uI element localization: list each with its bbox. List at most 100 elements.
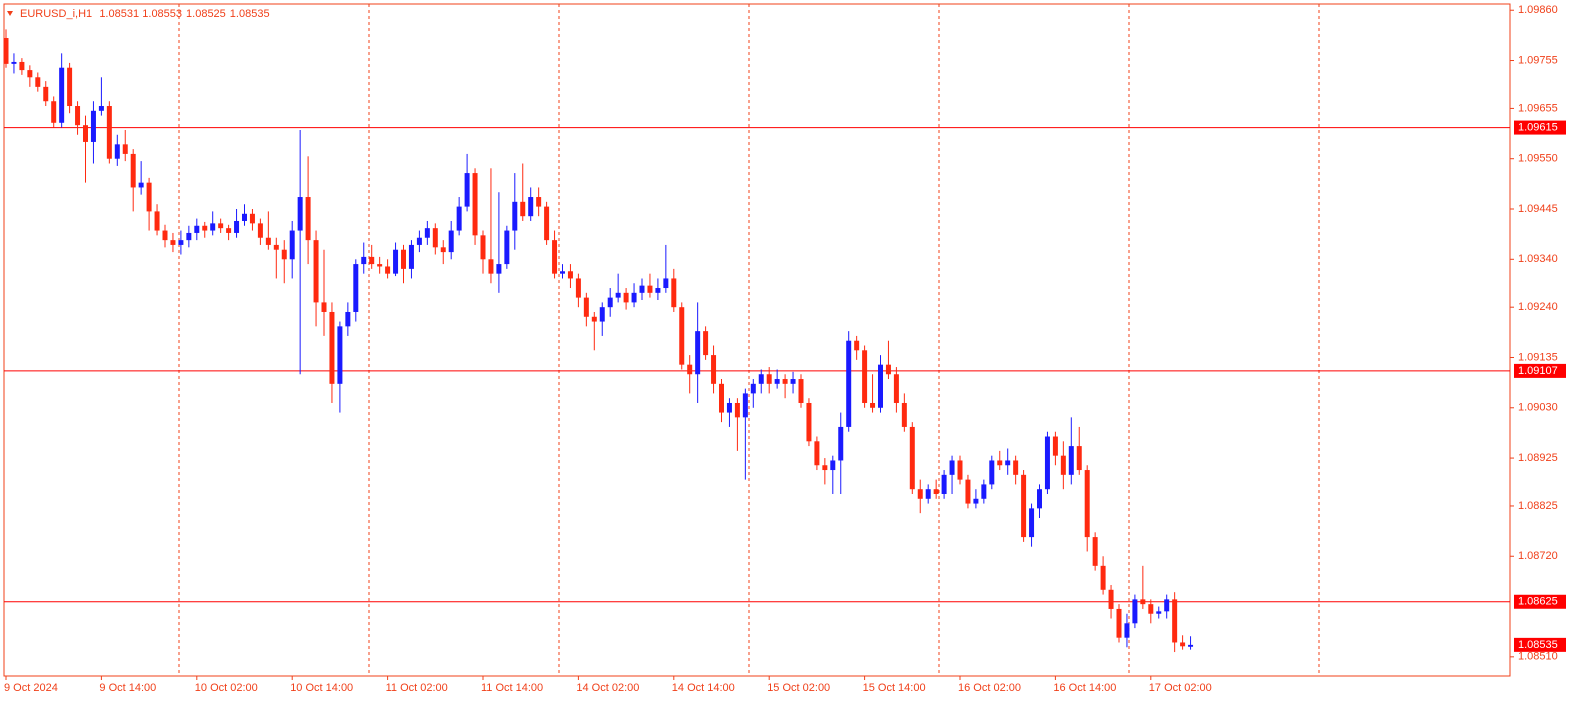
candles xyxy=(3,29,1194,653)
candle-body xyxy=(885,364,891,375)
candle-body xyxy=(353,264,359,312)
chart-title: EURUSD_i,H1 xyxy=(20,8,92,20)
period-separators xyxy=(178,4,1320,676)
last-high: 1.08553 xyxy=(142,8,182,20)
candle-body xyxy=(1021,474,1027,538)
candle-body xyxy=(1084,470,1090,538)
candle-body xyxy=(711,355,717,384)
candle-body xyxy=(520,201,526,217)
candle-body xyxy=(43,86,49,102)
candle-body xyxy=(1164,599,1170,612)
candle-body xyxy=(321,302,327,312)
candle-body xyxy=(154,211,160,231)
candle-body xyxy=(1180,642,1186,647)
candle-body xyxy=(1052,436,1058,456)
candle-body xyxy=(361,256,367,265)
candle-body xyxy=(695,331,701,375)
y-tick-label: 1.09655 xyxy=(1518,102,1558,114)
y-tick-label: 1.08510 xyxy=(1518,651,1558,663)
candle-body xyxy=(615,292,621,298)
price-label: 1.08625 xyxy=(1518,596,1558,608)
x-tick-label: 16 Oct 02:00 xyxy=(958,682,1021,694)
candle-body xyxy=(3,38,9,64)
candle-body xyxy=(965,479,971,504)
candle-body xyxy=(925,489,931,499)
candle-body xyxy=(687,364,693,375)
candle-body xyxy=(202,225,208,231)
candle-body xyxy=(647,285,653,293)
candle-body xyxy=(1172,599,1178,643)
candle-body xyxy=(106,106,112,159)
candle-body xyxy=(337,326,343,384)
candle-body xyxy=(774,379,780,384)
candle-body xyxy=(822,465,828,471)
candle-body xyxy=(1116,608,1122,638)
candle-body xyxy=(281,249,287,260)
candle-body xyxy=(560,271,565,274)
x-tick-label: 10 Oct 02:00 xyxy=(195,682,258,694)
candle-body xyxy=(1188,644,1194,647)
y-tick-label: 1.09755 xyxy=(1518,54,1558,66)
candle-body xyxy=(671,278,677,308)
candle-body xyxy=(575,278,581,298)
x-tick-label: 9 Oct 2024 xyxy=(4,682,58,694)
plot-frame xyxy=(3,3,1511,677)
candle-body xyxy=(536,197,542,207)
candle-body xyxy=(138,182,144,188)
candle-body xyxy=(170,240,176,245)
candle-body xyxy=(734,402,740,418)
candle-body xyxy=(432,228,438,248)
candle-body xyxy=(297,197,303,231)
candle-body xyxy=(981,484,987,499)
candle-body xyxy=(401,249,406,269)
candle-body xyxy=(75,106,81,126)
candle-body xyxy=(933,489,939,494)
candle-body xyxy=(416,237,422,245)
candle-body xyxy=(83,125,88,142)
candle-body xyxy=(1068,446,1074,475)
candle-body xyxy=(663,278,669,289)
candle-body xyxy=(814,441,820,466)
candle-body xyxy=(878,364,883,408)
candle-body xyxy=(496,264,502,274)
candle-body xyxy=(567,271,573,279)
candle-body xyxy=(464,173,470,207)
candle-body xyxy=(385,266,391,274)
candle-body xyxy=(98,106,104,111)
x-tick-label: 17 Oct 02:00 xyxy=(1149,682,1212,694)
candle-body xyxy=(830,460,836,471)
candle-body xyxy=(870,402,876,408)
y-tick-label: 1.09340 xyxy=(1518,253,1558,265)
x-tick-label: 15 Oct 02:00 xyxy=(767,682,830,694)
candle-body xyxy=(591,316,597,322)
candle-body xyxy=(798,379,804,403)
candle-body xyxy=(1156,611,1162,614)
candle-body xyxy=(408,244,414,269)
current-price-label: 1.08535 xyxy=(1518,639,1558,651)
x-tick-label: 16 Oct 14:00 xyxy=(1053,682,1116,694)
collapse-arrow[interactable] xyxy=(7,11,13,16)
candle-body xyxy=(750,383,756,394)
candle-body xyxy=(257,223,263,238)
candle-body xyxy=(997,460,1003,466)
candle-body xyxy=(130,153,136,188)
x-tick-label: 14 Oct 14:00 xyxy=(672,682,735,694)
candle-body xyxy=(59,67,65,123)
candle-body xyxy=(782,379,788,384)
candle-body xyxy=(909,426,915,490)
candle-body xyxy=(917,489,923,499)
candle-body xyxy=(893,374,899,403)
candle-body xyxy=(186,232,192,241)
candle-body xyxy=(639,285,645,293)
candle-body xyxy=(377,264,383,267)
y-tick-label: 1.08720 xyxy=(1518,550,1558,562)
candle-body xyxy=(1108,589,1114,609)
candle-body xyxy=(369,256,375,265)
candle-body xyxy=(766,374,772,384)
candle-body xyxy=(583,297,589,317)
candle-body xyxy=(838,426,844,461)
x-tick-label: 10 Oct 14:00 xyxy=(290,682,353,694)
candle-body xyxy=(11,61,17,64)
y-tick-label: 1.09550 xyxy=(1518,153,1558,165)
